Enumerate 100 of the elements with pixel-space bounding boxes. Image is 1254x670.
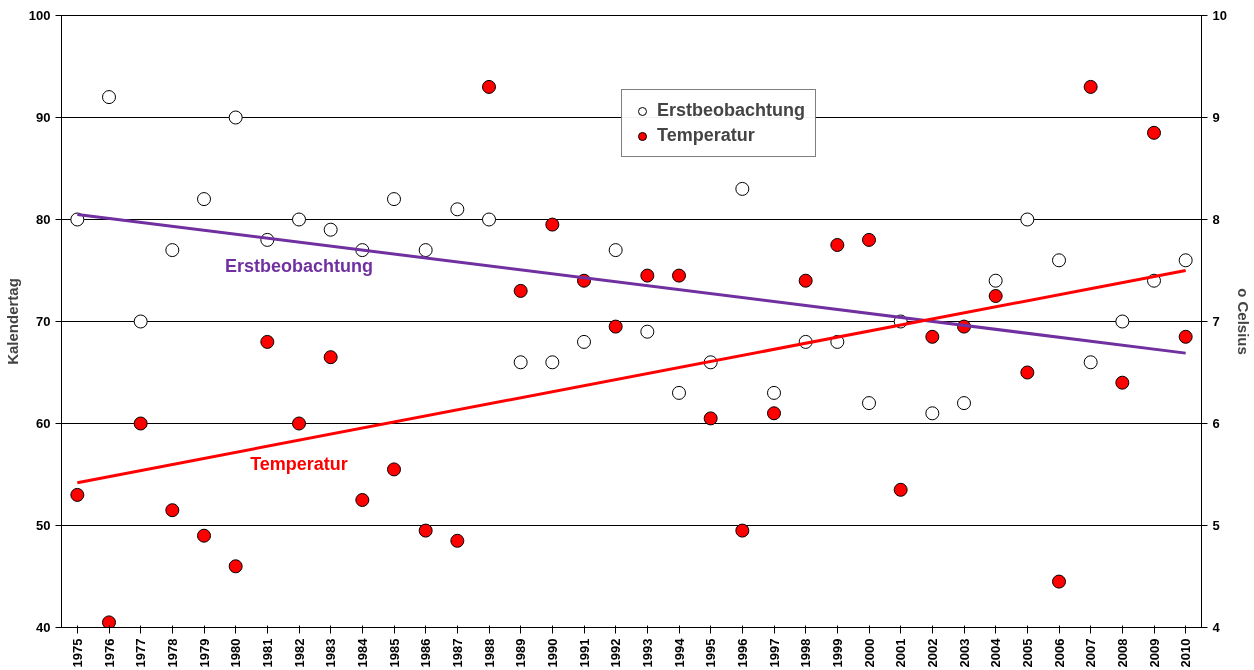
x-tick-label: 1990 (544, 638, 560, 668)
point (387, 462, 401, 477)
x-tick-label: 1997 (766, 638, 782, 668)
point (608, 243, 623, 258)
x-tick-label: 1987 (449, 638, 465, 668)
point (703, 411, 718, 426)
point (450, 533, 465, 548)
point (482, 79, 496, 94)
x-tick-label: 1991 (576, 638, 592, 668)
point (355, 493, 370, 507)
point (862, 232, 876, 247)
x-tick-label: 2006 (1051, 638, 1067, 668)
point (1083, 355, 1098, 370)
point (70, 487, 85, 502)
x-tick-label: 1999 (829, 638, 845, 668)
point (988, 273, 1003, 288)
point (640, 324, 655, 339)
point (545, 355, 560, 370)
point (735, 523, 750, 538)
x-tick-label: 1985 (386, 638, 402, 668)
y-tick-label: 90 (36, 110, 51, 125)
point (292, 212, 306, 227)
point (228, 110, 243, 125)
point (513, 283, 528, 298)
x-tick-label: 1984 (354, 637, 370, 668)
point (608, 319, 623, 334)
point (102, 615, 116, 628)
x-tick-label: 1989 (513, 638, 529, 668)
x-tick-label: 1986 (418, 638, 434, 668)
point (957, 396, 971, 411)
point (482, 212, 496, 227)
x-tick-label: 2003 (956, 638, 972, 668)
x-tick-label: 1995 (703, 638, 719, 668)
point (1020, 212, 1035, 227)
point (260, 334, 275, 349)
point (640, 268, 655, 283)
point (1147, 125, 1161, 140)
point (1178, 329, 1193, 344)
point (545, 217, 560, 232)
point (1178, 253, 1193, 268)
y2-tick-label: 6 (1212, 416, 1220, 431)
point (862, 396, 876, 411)
point (387, 192, 401, 207)
y2-tick-label: 8 (1212, 212, 1220, 227)
x-tick-label: 2000 (861, 638, 877, 668)
y-tick-label: 100 (28, 8, 51, 23)
y2-tick-label: 10 (1212, 8, 1227, 23)
point (767, 406, 781, 421)
x-tick-label: 1976 (101, 638, 117, 668)
x-tick-label: 1977 (133, 638, 149, 668)
x-tick-label: 1998 (798, 638, 814, 668)
point (1115, 314, 1130, 329)
point (1052, 574, 1066, 589)
x-tick-label: 2007 (1083, 638, 1099, 668)
x-tick-label: 1988 (481, 638, 497, 668)
y2-axis-title: o Celsius (1234, 288, 1252, 355)
point (197, 192, 211, 207)
point (767, 385, 781, 400)
y-tick-label: 80 (36, 212, 51, 227)
x-tick-label: 2009 (1146, 638, 1162, 668)
point (925, 329, 940, 344)
point (292, 416, 306, 431)
y2-tick-label: 5 (1212, 518, 1220, 533)
point (577, 334, 591, 349)
y-axis-title: Kalendertag (3, 278, 21, 365)
series-label: Temperatur (250, 454, 348, 475)
x-tick-label: 1981 (259, 638, 275, 668)
point (323, 350, 338, 365)
x-tick-label: 1979 (196, 638, 212, 668)
point (323, 222, 338, 237)
point (735, 181, 750, 196)
x-tick-label: 1994 (671, 637, 687, 668)
point (450, 202, 465, 217)
point (1052, 253, 1066, 268)
y2-tick-label: 4 (1212, 620, 1221, 635)
legend-label: Temperatur (657, 125, 755, 146)
point (893, 482, 908, 497)
point (1115, 375, 1130, 390)
point (1083, 79, 1098, 94)
x-tick-label: 2004 (988, 637, 1004, 668)
point (418, 243, 433, 258)
point (830, 238, 845, 252)
x-tick-label: 1980 (228, 638, 244, 668)
point (165, 503, 180, 518)
x-tick-label: 1982 (291, 638, 307, 668)
y2-tick-label: 9 (1212, 110, 1220, 125)
x-tick-label: 1992 (608, 638, 624, 668)
x-tick-label: 1993 (639, 638, 655, 668)
x-tick-label: 2005 (1019, 638, 1035, 668)
point (672, 268, 686, 283)
y-tick-label: 60 (36, 416, 51, 431)
point (228, 559, 243, 574)
x-tick-label: 1996 (734, 638, 750, 668)
point (165, 243, 180, 258)
point (133, 314, 148, 329)
point (418, 523, 433, 538)
point (925, 406, 940, 421)
point (102, 90, 116, 105)
point (513, 355, 528, 370)
point (988, 289, 1003, 303)
